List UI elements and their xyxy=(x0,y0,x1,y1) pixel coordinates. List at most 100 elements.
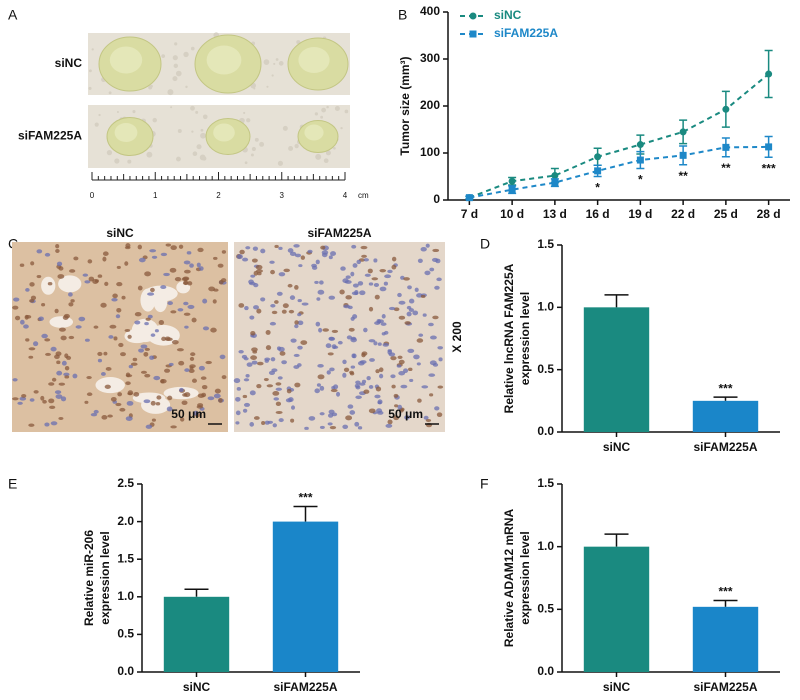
nucleus xyxy=(239,249,245,255)
x-tick-label: 28 d xyxy=(757,207,781,221)
nucleus xyxy=(56,261,63,267)
nucleus xyxy=(374,394,381,399)
nucleus xyxy=(235,410,241,416)
nucleus xyxy=(308,416,316,421)
nucleus xyxy=(413,354,420,360)
nucleus xyxy=(176,348,184,352)
nucleus xyxy=(293,244,300,248)
nucleus xyxy=(42,399,47,404)
nucleus xyxy=(60,396,67,402)
nucleus xyxy=(187,304,195,309)
nucleus xyxy=(342,372,347,378)
nucleus xyxy=(393,415,400,421)
nucleus xyxy=(357,426,363,430)
nucleus xyxy=(178,244,184,249)
nucleus xyxy=(364,273,371,277)
nucleus xyxy=(84,280,91,284)
texture xyxy=(94,122,99,127)
nucleus xyxy=(221,375,227,380)
nucleus xyxy=(256,384,262,389)
nucleus xyxy=(144,322,149,326)
nucleus xyxy=(289,251,297,256)
tumor-highlight xyxy=(298,47,330,73)
nucleus xyxy=(304,426,309,430)
nucleus xyxy=(84,338,90,342)
nucleus xyxy=(55,243,60,249)
nucleus xyxy=(165,337,173,342)
texture xyxy=(266,85,269,88)
texture xyxy=(172,76,178,82)
nucleus xyxy=(58,327,66,332)
nucleus xyxy=(300,255,306,260)
legend-marker xyxy=(469,12,477,20)
nucleus xyxy=(196,405,204,409)
nucleus xyxy=(317,364,324,368)
nucleus xyxy=(44,252,51,257)
nucleus xyxy=(420,294,426,298)
nucleus xyxy=(92,279,99,285)
nucleus xyxy=(19,396,27,401)
texture xyxy=(326,105,329,109)
nucleus xyxy=(78,316,86,322)
x-tick-label: siFAM225A xyxy=(693,440,757,454)
nucleus xyxy=(150,333,156,337)
nucleus xyxy=(150,400,156,406)
nucleus xyxy=(393,393,399,398)
nucleus xyxy=(373,258,378,263)
nucleus xyxy=(407,348,415,353)
nucleus xyxy=(154,329,159,333)
nucleus xyxy=(294,253,302,258)
nucleus xyxy=(319,385,325,391)
nucleus xyxy=(255,264,263,270)
nucleus xyxy=(291,405,296,410)
nucleus xyxy=(270,357,276,362)
nucleus xyxy=(307,249,313,254)
nucleus xyxy=(179,387,184,393)
nucleus xyxy=(331,329,339,333)
nucleus xyxy=(181,277,189,282)
nucleus xyxy=(314,388,320,394)
nucleus xyxy=(325,343,332,349)
nucleus xyxy=(408,367,413,372)
nucleus xyxy=(318,327,323,333)
nucleus xyxy=(198,365,205,371)
nucleus xyxy=(355,380,361,385)
nucleus xyxy=(108,335,114,339)
significance: *** xyxy=(298,491,312,505)
nucleus xyxy=(124,261,129,266)
nucleus xyxy=(183,279,188,285)
nucleus xyxy=(351,353,356,359)
nucleus xyxy=(32,341,39,347)
nucleus xyxy=(276,346,281,351)
nucleus xyxy=(319,425,325,429)
nucleus xyxy=(137,285,143,291)
nucleus xyxy=(201,392,207,398)
nucleus xyxy=(181,400,188,405)
nucleus xyxy=(404,415,410,420)
nucleus xyxy=(345,275,351,279)
nucleus xyxy=(167,301,173,306)
tumor-highlight xyxy=(114,123,138,142)
nucleus xyxy=(349,410,356,415)
nucleus xyxy=(350,336,357,341)
nucleus xyxy=(344,280,352,284)
nucleus xyxy=(48,382,55,386)
nucleus xyxy=(189,356,195,361)
nucleus xyxy=(337,340,343,345)
nucleus xyxy=(257,361,264,366)
nucleus xyxy=(252,246,259,251)
nucleus xyxy=(375,386,382,392)
texture xyxy=(88,86,92,90)
nucleus xyxy=(235,396,241,402)
nucleus xyxy=(398,315,406,320)
nucleus xyxy=(293,353,300,357)
texture xyxy=(176,156,181,162)
nucleus xyxy=(121,295,126,300)
nucleus xyxy=(359,290,366,296)
texture xyxy=(177,129,182,134)
nucleus xyxy=(250,330,256,336)
nucleus xyxy=(330,251,337,256)
nucleus xyxy=(134,312,142,317)
bar xyxy=(583,546,650,672)
nucleus xyxy=(246,362,253,367)
